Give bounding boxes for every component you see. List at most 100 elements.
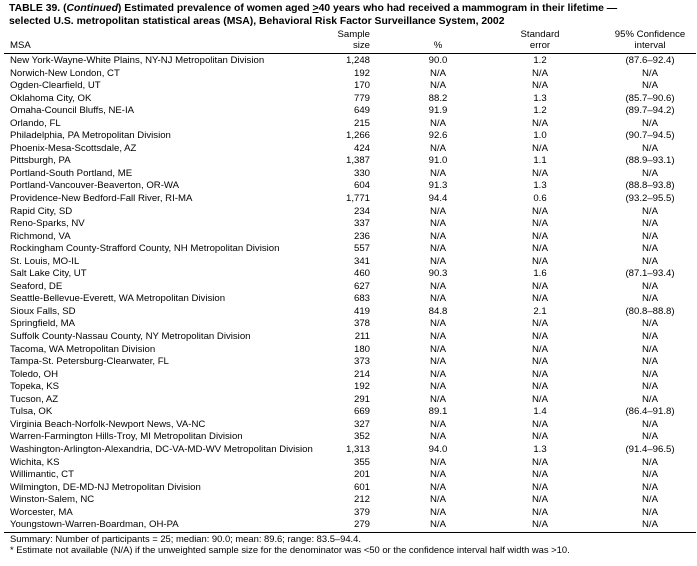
cell-percent-value: N/A [430, 117, 446, 129]
cell-percent-value: 91.9 [428, 105, 448, 117]
cell-msa: Oklahoma City, OK [10, 92, 92, 104]
cell-percent: N/A [370, 293, 468, 306]
cell-confidence-interval: N/A [570, 256, 696, 269]
cell-percent-value: N/A [430, 67, 446, 79]
cell-percent-value: N/A [430, 243, 446, 255]
cell-standard-error-value: 1.3 [533, 443, 547, 455]
cell-msa: Phoenix-Mesa-Scottsdale, AZ [10, 142, 137, 154]
cell-confidence-interval-value: (89.7–94.2) [625, 105, 675, 117]
cell-percent: N/A [370, 331, 468, 344]
table-row: Tulsa, OK 669 89.1 1.4 (86.4–91.8) [4, 406, 696, 419]
cell-msa: New York-Wayne-White Plains, NY-NJ Metro… [10, 55, 265, 66]
cell-standard-error: 1.2 [468, 105, 570, 118]
cell-standard-error-value: 1.3 [533, 92, 547, 104]
header-msa-top [4, 28, 332, 40]
cell-confidence-interval-value: N/A [642, 368, 658, 380]
cell-standard-error-value: N/A [532, 393, 548, 405]
cell-percent: 94.4 [370, 193, 468, 206]
cell-confidence-interval: N/A [570, 369, 696, 382]
cell-confidence-interval-value: N/A [642, 456, 658, 468]
cell-msa: Rockingham County-Strafford County, NH M… [10, 243, 280, 255]
cell-standard-error-value: N/A [532, 167, 548, 179]
cell-confidence-interval-value: (86.4–91.8) [625, 406, 675, 418]
cell-percent: 91.9 [370, 105, 468, 118]
header-ci-top-label: 95% Confidence [614, 29, 686, 40]
cell-percent-value: N/A [430, 255, 446, 267]
cell-percent: N/A [370, 419, 468, 432]
cell-confidence-interval: N/A [570, 494, 696, 507]
cell-percent: N/A [370, 431, 468, 444]
cell-msa: Seattle-Bellevue-Everett, WA Metropolita… [10, 293, 226, 305]
cell-sample-size: 1,313 [345, 443, 370, 455]
cell-confidence-interval-value: N/A [642, 519, 658, 531]
cell-standard-error: 1.6 [468, 268, 570, 281]
cell-standard-error-value: 1.2 [533, 55, 547, 66]
cell-confidence-interval: N/A [570, 143, 696, 156]
cell-standard-error: N/A [468, 482, 570, 495]
cell-standard-error: N/A [468, 218, 570, 231]
cell-standard-error: N/A [468, 118, 570, 131]
cell-standard-error: 1.3 [468, 444, 570, 457]
cell-percent-value: 94.0 [428, 443, 448, 455]
table-header: Sample Standard 95% Confidence MSA size … [4, 28, 696, 54]
cell-standard-error-value: 1.3 [533, 180, 547, 192]
cell-percent-value: N/A [430, 218, 446, 230]
cell-sample-size: 1,387 [345, 155, 370, 167]
table-row: Suffolk County-Nassau County, NY Metropo… [4, 331, 696, 344]
cell-confidence-interval: (91.4–96.5) [570, 444, 696, 457]
cell-msa: Rapid City, SD [10, 205, 73, 217]
cell-sample-size: 557 [353, 243, 370, 255]
table-row: Sioux Falls, SD 419 84.8 2.1 (80.8–88.8) [4, 306, 696, 319]
cell-sample-size: 669 [353, 406, 370, 418]
cell-percent-value: 90.3 [428, 268, 448, 280]
cell-percent: 88.2 [370, 93, 468, 106]
cell-confidence-interval: (90.7–94.5) [570, 130, 696, 143]
cell-percent: N/A [370, 344, 468, 357]
cell-confidence-interval-value: N/A [642, 117, 658, 129]
cell-standard-error: N/A [468, 507, 570, 520]
cell-msa: Portland-South Portland, ME [10, 167, 133, 179]
cell-standard-error: N/A [468, 231, 570, 244]
cell-standard-error-value: N/A [532, 230, 548, 242]
cell-percent: N/A [370, 507, 468, 520]
cell-percent: N/A [370, 318, 468, 331]
cell-percent-value: N/A [430, 506, 446, 518]
header-ci-bottom-label: interval [634, 40, 666, 51]
cell-standard-error: 1.3 [468, 180, 570, 193]
cell-percent-value: N/A [430, 469, 446, 481]
cell-confidence-interval-value: N/A [642, 243, 658, 255]
table-body: New York-Wayne-White Plains, NY-NJ Metro… [4, 54, 696, 533]
cell-standard-error: N/A [468, 457, 570, 470]
cell-percent: N/A [370, 482, 468, 495]
cell-confidence-interval: N/A [570, 206, 696, 219]
cell-standard-error: N/A [468, 356, 570, 369]
cell-msa: Philadelphia, PA Metropolitan Division [10, 130, 171, 142]
table-row: Seaford, DE 627 N/A N/A N/A [4, 281, 696, 294]
table-row: Youngstown-Warren-Boardman, OH-PA 279 N/A N… [4, 519, 696, 533]
cell-confidence-interval-value: N/A [642, 218, 658, 230]
cell-confidence-interval: N/A [570, 431, 696, 444]
cell-sample-size: 373 [353, 356, 370, 368]
cell-standard-error: N/A [468, 256, 570, 269]
cell-percent-value: 84.8 [428, 305, 448, 317]
cell-standard-error: 1.3 [468, 93, 570, 106]
cell-sample-size: 279 [332, 519, 370, 533]
cell-percent: N/A [370, 469, 468, 482]
cell-standard-error-value: 0.6 [533, 193, 547, 205]
cell-percent: N/A [370, 381, 468, 394]
cell-confidence-interval: N/A [570, 68, 696, 81]
cell-confidence-interval: N/A [570, 381, 696, 394]
cell-standard-error-value: N/A [532, 356, 548, 368]
cell-sample-size: 601 [353, 481, 370, 493]
cell-msa: Ogden-Clearfield, UT [10, 80, 101, 92]
cell-msa: Reno-Sparks, NV [10, 218, 85, 230]
cell-sample-size: 170 [353, 80, 370, 92]
cell-confidence-interval-value: N/A [642, 318, 658, 330]
cell-standard-error-value: N/A [532, 318, 548, 330]
cell-percent-value: 89.1 [428, 406, 448, 418]
title-continued: Continued [66, 3, 118, 14]
table-row: Richmond, VA 236 N/A N/A N/A [4, 231, 696, 244]
cell-sample-size: 379 [353, 506, 370, 518]
cell-confidence-interval: (80.8–88.8) [570, 306, 696, 319]
